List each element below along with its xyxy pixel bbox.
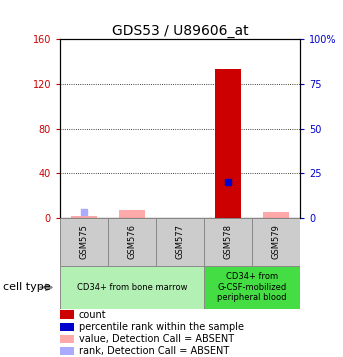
- Text: CD34+ from bone marrow: CD34+ from bone marrow: [77, 283, 187, 292]
- Bar: [119, 210, 145, 218]
- Title: GDS53 / U89606_at: GDS53 / U89606_at: [112, 24, 248, 38]
- Bar: [60, 347, 74, 355]
- Text: GSM579: GSM579: [272, 225, 281, 259]
- Bar: [60, 218, 108, 266]
- Bar: [60, 335, 74, 343]
- Text: rank, Detection Call = ABSENT: rank, Detection Call = ABSENT: [79, 346, 229, 356]
- Text: percentile rank within the sample: percentile rank within the sample: [79, 322, 244, 332]
- Text: GSM577: GSM577: [176, 224, 185, 260]
- Bar: [204, 266, 300, 309]
- Bar: [263, 212, 289, 218]
- Text: cell type: cell type: [3, 282, 51, 292]
- Bar: [71, 216, 97, 218]
- Text: count: count: [79, 310, 107, 320]
- Bar: [204, 218, 252, 266]
- Bar: [60, 322, 74, 331]
- Bar: [108, 218, 156, 266]
- Bar: [60, 266, 204, 309]
- Text: value, Detection Call = ABSENT: value, Detection Call = ABSENT: [79, 334, 234, 344]
- Text: GSM578: GSM578: [224, 224, 233, 260]
- Bar: [60, 311, 74, 319]
- Text: CD34+ from
G-CSF-mobilized
peripheral blood: CD34+ from G-CSF-mobilized peripheral bl…: [217, 272, 287, 302]
- Bar: [215, 69, 241, 218]
- Bar: [156, 218, 204, 266]
- Text: GSM576: GSM576: [128, 224, 137, 260]
- Text: GSM575: GSM575: [80, 225, 88, 259]
- Bar: [252, 218, 300, 266]
